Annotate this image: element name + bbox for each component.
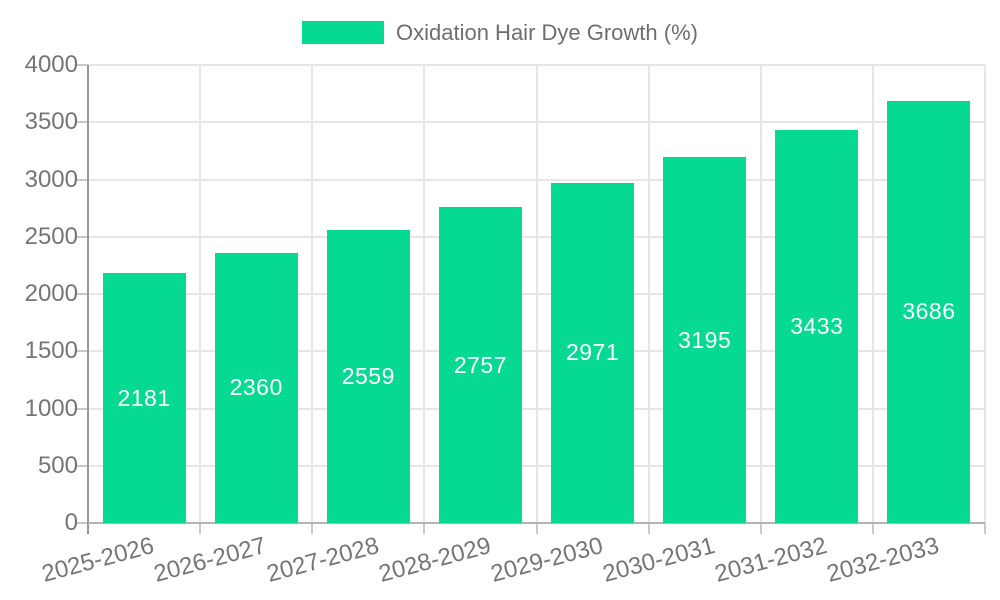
v-gridline — [311, 65, 314, 523]
x-tick-label: 2030-2031 — [599, 532, 718, 588]
x-tick-label: 2032-2033 — [824, 532, 942, 588]
bar-value-label: 3686 — [902, 298, 956, 325]
y-axis-tick — [76, 522, 88, 524]
v-gridline — [535, 65, 538, 523]
x-tick-label: 2025-2026 — [39, 532, 158, 588]
bar[interactable]: 3195 — [663, 157, 747, 523]
y-tick-label: 2500 — [24, 222, 78, 250]
legend-swatch — [302, 21, 384, 44]
y-tick-label: 4000 — [24, 51, 78, 78]
bar-value-label: 3195 — [678, 326, 732, 353]
y-axis-tick — [76, 293, 88, 295]
x-axis-tick — [759, 523, 762, 534]
v-gridline — [423, 65, 426, 523]
bar-value-label: 3433 — [790, 312, 844, 339]
legend-label: Oxidation Hair Dye Growth (%) — [396, 20, 698, 45]
x-axis-tick — [423, 523, 426, 534]
bar-value-label: 2181 — [117, 384, 171, 411]
y-axis-tick — [76, 407, 88, 410]
x-tick-label: 2027-2028 — [263, 532, 382, 588]
x-axis-line — [88, 522, 985, 524]
bar[interactable]: 2360 — [214, 252, 298, 523]
y-axis-line — [87, 65, 89, 523]
bar-value-label: 2559 — [341, 362, 395, 389]
v-gridline — [759, 65, 762, 523]
y-tick-label: 1500 — [24, 337, 78, 365]
x-tick-label: 2028-2029 — [375, 532, 494, 588]
bar-value-label: 2757 — [453, 351, 508, 378]
bar[interactable]: 3433 — [775, 129, 859, 523]
x-tick-label: 2031-2032 — [711, 532, 830, 588]
v-gridline — [984, 65, 986, 523]
x-axis-tick — [311, 523, 314, 534]
x-axis-tick — [87, 523, 89, 534]
y-axis-tick — [76, 121, 88, 124]
x-axis-tick — [984, 523, 986, 534]
bar[interactable]: 3686 — [887, 100, 971, 523]
y-axis-tick — [76, 235, 88, 238]
x-tick-label: 2026-2027 — [151, 532, 270, 588]
y-tick-label: 3500 — [24, 108, 78, 136]
v-gridline — [199, 65, 202, 523]
bar[interactable]: 2971 — [551, 182, 635, 523]
x-axis-tick — [199, 523, 202, 534]
y-tick-label: 1000 — [24, 394, 78, 422]
v-gridline — [871, 65, 874, 523]
y-tick-label: 500 — [37, 451, 78, 479]
x-axis-tick — [871, 523, 874, 534]
bar[interactable]: 2757 — [438, 207, 522, 523]
y-tick-label: 3000 — [24, 165, 78, 193]
y-axis-tick — [76, 178, 88, 181]
bar[interactable]: 2559 — [326, 229, 410, 523]
x-axis-tick — [647, 523, 650, 534]
y-axis-tick — [76, 464, 88, 467]
bar-value-label: 2360 — [229, 374, 283, 401]
y-axis-tick — [76, 350, 88, 353]
y-axis-tick — [76, 64, 88, 66]
x-tick-label: 2029-2030 — [487, 532, 606, 588]
y-tick-label: 0 — [64, 509, 78, 536]
bar[interactable]: 2181 — [102, 273, 186, 523]
v-gridline — [647, 65, 650, 523]
y-tick-label: 2000 — [24, 280, 78, 307]
x-axis-tick — [535, 523, 538, 534]
chart-legend[interactable]: Oxidation Hair Dye Growth (%) — [0, 21, 1000, 44]
bar-value-label: 2971 — [565, 339, 620, 366]
